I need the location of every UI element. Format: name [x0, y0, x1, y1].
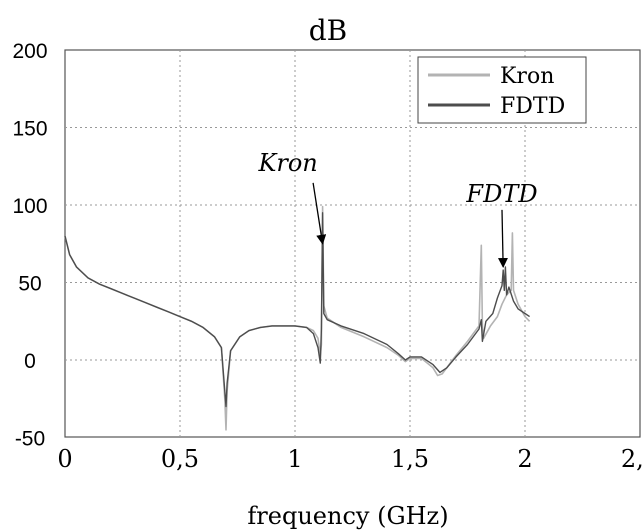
x-tick-label: 2,5	[621, 445, 644, 473]
annotation-fdtd: FDTD	[465, 180, 537, 208]
y-tick-label: -50	[15, 428, 45, 451]
legend: Kron FDTD	[417, 56, 587, 124]
annotation-arrow	[312, 182, 327, 245]
grid	[65, 50, 640, 437]
legend-box	[417, 56, 587, 124]
x-tick-label: 0	[57, 445, 72, 473]
legend-label-kron: Kron	[500, 64, 554, 89]
annotations: Kron FDTD	[257, 149, 538, 268]
axis-ticks: 0 0,5 1 1,5 2 2,5 -50 0 50 100 150 200	[12, 40, 644, 473]
y-tick-label: 0	[24, 350, 36, 373]
x-axis-label: frequency (GHz)	[247, 502, 448, 530]
annotation-kron: Kron	[257, 149, 317, 177]
legend-label-fdtd: FDTD	[500, 94, 565, 119]
annotation-arrow	[497, 209, 508, 268]
series-line-fdtd	[64, 212, 530, 408]
y-tick-label: 200	[12, 40, 47, 63]
x-tick-label: 1	[287, 445, 302, 473]
y-tick-label: 50	[18, 273, 41, 296]
x-tick-label: 1,5	[391, 445, 429, 473]
x-tick-label: 2	[517, 445, 532, 473]
chart-title: dB	[309, 14, 348, 47]
y-tick-label: 150	[12, 118, 47, 141]
series-group	[64, 205, 531, 431]
x-tick-label: 0,5	[161, 445, 199, 473]
y-tick-label: 100	[12, 195, 47, 218]
